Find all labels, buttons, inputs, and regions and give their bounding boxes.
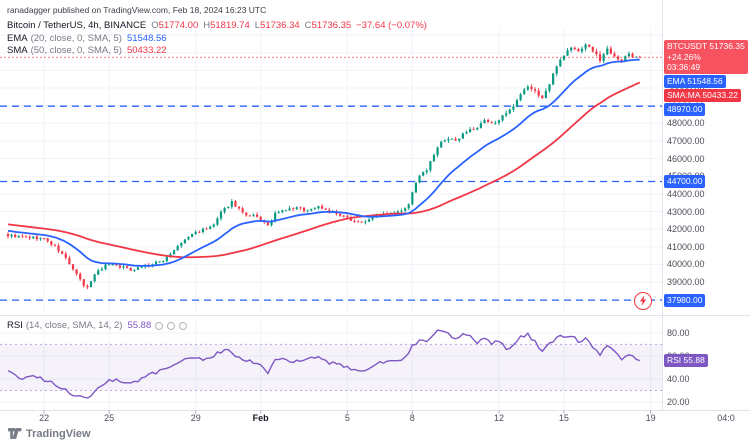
price-tick-label: 46000.00 (667, 153, 705, 164)
level-badge-37980[interactable]: 37980.00 (664, 293, 706, 307)
ohlc-high: H51819.74 (203, 20, 250, 31)
rsi-tick-label: 20.00 (667, 397, 690, 408)
tradingview-logo[interactable]: TradingView (7, 427, 91, 440)
price-tick-label: 44000.00 (667, 188, 705, 199)
price-axis[interactable]: BTCUSDT 51736.35 +24.26% 03:36:49 EMA 51… (663, 0, 750, 410)
sma-value: 50433.22 (126, 45, 167, 56)
sma-legend-row[interactable]: SMA (50, close, 0, SMA, 5) 50433.22 (7, 45, 427, 58)
more-icon[interactable] (179, 322, 188, 331)
tradingview-logo-icon (8, 428, 22, 439)
ohlc-open: O51774.00 (151, 20, 199, 31)
ema-params: (20, close, 0, SMA, 5) (30, 32, 122, 44)
time-tick-label: 22 (39, 413, 50, 423)
price-tick-label: 39000.00 (667, 277, 705, 288)
rsi-legend-row[interactable]: RSI (14, close, SMA, 14, 2) 55.88 (7, 320, 188, 333)
main-legend: Bitcoin / TetherUS, 4h, BINANCE O51774.0… (7, 20, 427, 58)
price-tick-label: 47000.00 (667, 135, 705, 146)
sma-axis-badge: SMA:MA 50433.22 (664, 89, 741, 103)
price-tick-label: 40000.00 (667, 259, 705, 270)
publish-note: ranadagger published on TradingView.com,… (7, 5, 267, 15)
price-tick-label: 42000.00 (667, 224, 705, 235)
symbol-legend-row[interactable]: Bitcoin / TetherUS, 4h, BINANCE O51774.0… (7, 20, 427, 33)
ema-value: 51548.56 (126, 32, 167, 44)
ema-legend-row[interactable]: EMA (20, close, 0, SMA, 5) 51548.56 (7, 33, 427, 46)
time-tick-label: 5 (344, 413, 350, 423)
ohlc-low: L51736.34 (254, 20, 300, 31)
price-badge-change: +24.26% (667, 51, 701, 62)
time-tick-label: Feb (252, 413, 269, 423)
time-tick-label: 25 (104, 413, 115, 423)
rsi-params: (14, close, SMA, 14, 2) (25, 320, 123, 331)
lightning-bolt-icon (639, 295, 646, 307)
time-tick-label-partial: 04:0 (717, 413, 735, 423)
symbol-title: Bitcoin / TetherUS, 4h, BINANCE (7, 20, 147, 31)
rsi-tick-label: 80.00 (667, 327, 690, 338)
rsi-legend: RSI (14, close, SMA, 14, 2) 55.88 (7, 320, 188, 333)
price-tick-label: 43000.00 (667, 206, 705, 217)
alert-icon[interactable] (634, 291, 652, 310)
eye-icon[interactable] (155, 322, 164, 331)
sma-name: SMA (7, 45, 28, 56)
price-badge-symbol-price: BTCUSDT 51736.35 (667, 41, 745, 52)
price-badge-countdown: 03:36:49 (667, 62, 701, 73)
time-tick-label: 19 (645, 413, 656, 423)
current-price-badge: BTCUSDT 51736.35 +24.26% 03:36:49 (664, 40, 748, 74)
price-tick-label: 48000.00 (667, 118, 705, 129)
time-axis[interactable]: 22 25 29 Feb 5 8 12 15 19 04:0 (0, 410, 750, 426)
rsi-name: RSI (7, 320, 23, 331)
ohlc-close: C51736.35 (304, 20, 352, 31)
time-tick-label: 12 (493, 413, 504, 423)
level-badge-44700[interactable]: 44700.00 (664, 175, 706, 189)
ema-axis-badge: EMA 51548.56 (664, 75, 726, 89)
ohlc-change: −37.64 (−0.07%) (356, 20, 427, 31)
rsi-value: 55.88 (127, 320, 152, 331)
ema-name: EMA (7, 32, 28, 44)
time-tick-label: 29 (190, 413, 201, 423)
rsi-tick-label: 40.00 (667, 374, 690, 384)
rsi-axis-badge: RSI 55.88 (664, 354, 708, 368)
time-tick-label: 8 (409, 413, 415, 423)
time-tick-label: 15 (558, 413, 569, 423)
tradingview-logo-text: TradingView (26, 427, 91, 440)
level-badge-48970[interactable]: 48970.00 (664, 103, 706, 117)
sma-params: (50, close, 0, SMA, 5) (30, 45, 122, 56)
price-tick-label: 41000.00 (667, 241, 705, 252)
settings-icon[interactable] (167, 322, 176, 331)
